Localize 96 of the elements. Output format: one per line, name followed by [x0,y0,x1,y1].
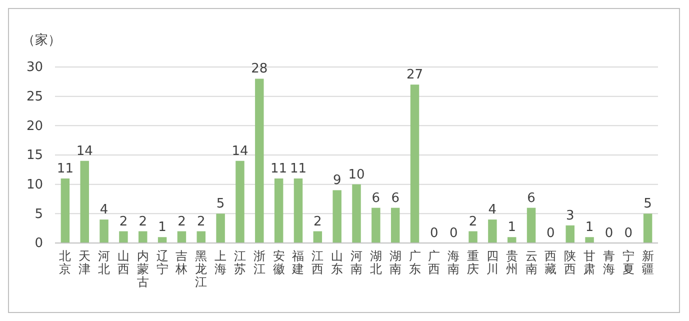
data-label: 2 [138,214,148,230]
data-label: 5 [216,196,225,212]
bar [313,231,322,243]
data-label: 3 [566,208,574,224]
x-tick-label: 云南 [525,249,538,276]
x-tick-label: 宁夏 [622,249,634,276]
data-label: 0 [546,226,555,241]
data-label: 9 [332,173,342,188]
x-tick-label: 黑龙江 [195,249,208,289]
bar [410,84,420,243]
x-tick-label: 浙江 [253,249,266,276]
bar [196,231,206,243]
data-label: 6 [391,190,400,206]
bar [60,178,70,243]
y-tick-label: 25 [26,89,43,104]
x-tick-label: 新疆 [642,249,654,276]
x-tick-label: 海南 [448,249,460,276]
x-tick-label: 安徽 [272,249,285,276]
data-label: 14 [76,144,93,159]
y-tick-label: 5 [34,206,43,222]
x-tick-label: 山东 [331,249,344,276]
data-label: 11 [270,161,288,176]
y-tick-label: 30 [26,60,43,76]
data-label: 2 [119,214,128,230]
x-tick-label: 内蒙古 [136,249,149,289]
bar [138,231,148,243]
data-label: 0 [430,226,438,241]
x-tick-label: 吉林 [174,249,188,276]
x-tick-label: 湖南 [389,249,402,276]
data-label: 11 [56,161,74,176]
bar [80,160,89,243]
bar [274,178,284,243]
x-tick-label: 河北 [98,249,110,276]
y-tick-label: 20 [26,118,43,134]
bar [488,220,497,243]
data-label: 4 [100,202,108,218]
x-tick-label: 江西 [312,249,324,276]
bar [255,78,264,243]
bar [643,214,652,243]
x-tick-label: 北京 [59,249,72,276]
bar [177,231,186,243]
x-tick-label: 江苏 [234,249,246,276]
bar [294,178,303,243]
x-tick-label: 广东 [408,249,421,276]
data-label: 10 [348,167,365,182]
data-label: 6 [372,190,380,206]
data-label: 2 [178,214,186,230]
bar [352,184,361,243]
x-tick-label: 辽宁 [156,249,168,276]
data-label: 14 [232,144,248,159]
data-label: 4 [488,202,497,218]
x-tick-label: 山西 [117,249,130,276]
x-tick-label: 陕西 [564,249,576,276]
data-label: 2 [196,214,206,230]
y-axis-title: （家） [22,32,61,48]
data-label: 1 [508,220,516,236]
data-label: 11 [290,161,307,176]
bar [332,190,342,243]
y-tick-label: 15 [26,148,43,164]
y-tick-label: 10 [26,177,43,192]
bar [526,208,536,243]
x-tick-label: 青海 [602,249,615,276]
data-label: 28 [251,62,268,77]
x-tick-label: 重庆 [467,249,480,276]
bar [390,208,400,243]
x-tick-label: 甘肃 [584,249,596,276]
y-tick-label: 0 [34,236,43,252]
data-label: 5 [644,196,652,212]
x-tick-label: 上海 [214,249,227,276]
bar [372,208,380,243]
x-tick-label: 福建 [291,249,304,276]
data-label: 2 [468,214,478,230]
x-tick-label: 四川 [486,249,498,276]
x-tick-label: 河南 [350,249,362,276]
data-label: 0 [449,226,458,241]
bar [507,237,516,243]
x-tick-label: 广西 [428,249,440,276]
data-label: 0 [604,226,614,241]
bar [236,160,244,243]
x-tick-label: 湖北 [370,249,382,276]
data-label: 1 [585,220,594,236]
data-label: 2 [314,214,322,230]
data-label: 6 [527,190,536,206]
x-tick-label: 贵州 [506,249,518,276]
bar [585,237,594,243]
x-tick-label: 天津 [78,249,91,276]
bar [158,237,167,243]
data-label: 0 [624,226,633,241]
bar [119,231,128,243]
data-label: 1 [158,220,166,236]
bar [216,214,225,243]
bar [100,220,108,243]
x-tick-label: 西藏 [544,249,557,276]
bar [468,231,478,243]
bar [566,225,574,243]
data-label: 27 [406,68,424,83]
